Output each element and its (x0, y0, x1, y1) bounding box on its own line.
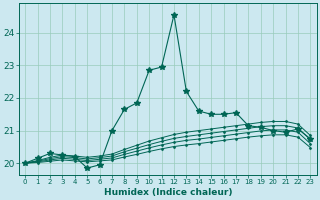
X-axis label: Humidex (Indice chaleur): Humidex (Indice chaleur) (104, 188, 232, 197)
